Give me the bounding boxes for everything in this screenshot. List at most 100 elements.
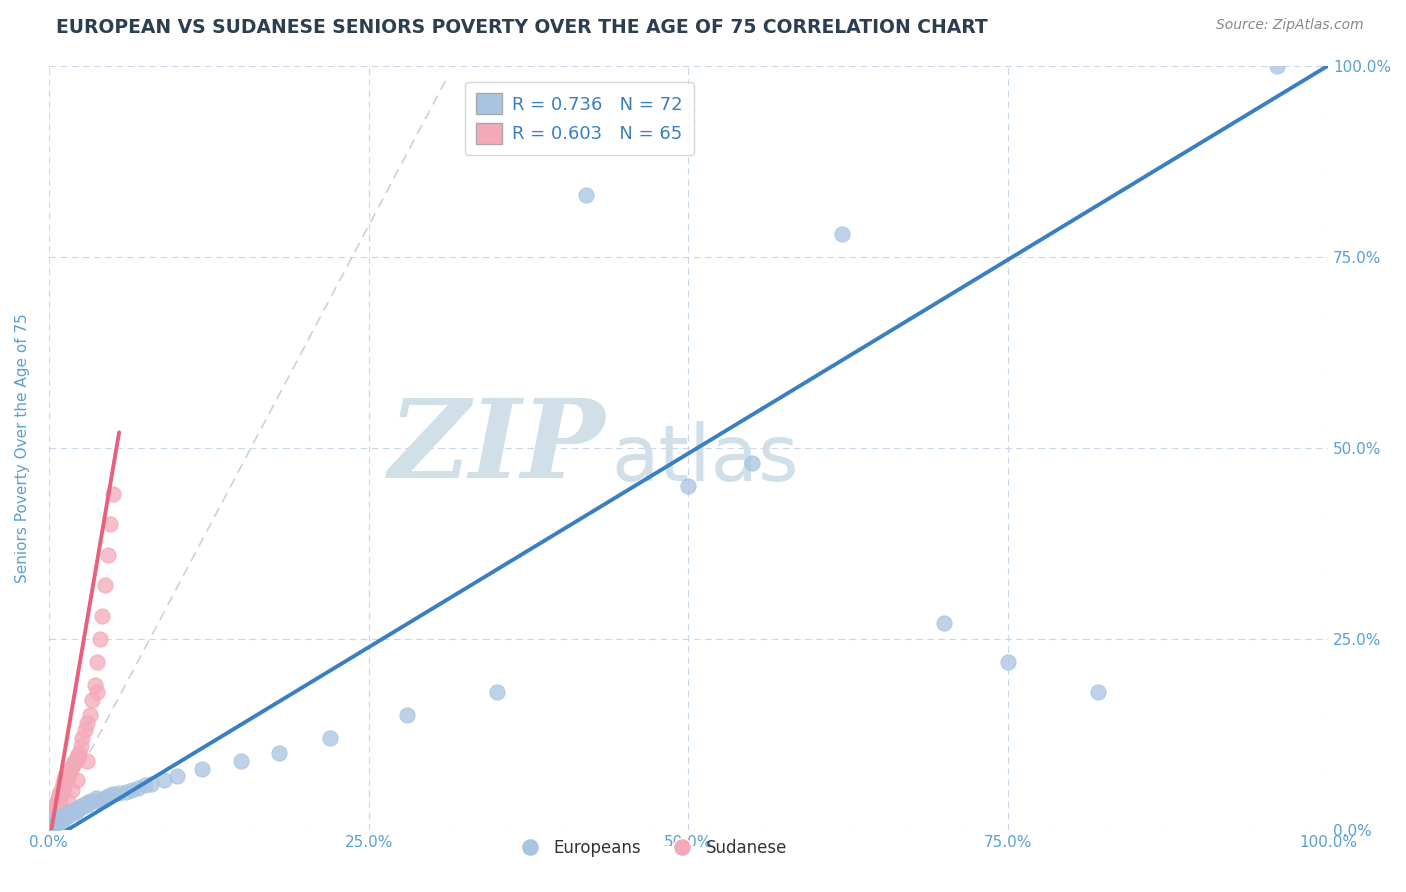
Point bbox=[53, 778, 76, 792]
Point bbox=[41, 815, 63, 830]
Point bbox=[39, 816, 62, 830]
Point bbox=[48, 805, 70, 820]
Point bbox=[48, 810, 70, 824]
Point bbox=[45, 810, 67, 824]
Point bbox=[39, 815, 62, 830]
Point bbox=[91, 608, 114, 623]
Point bbox=[96, 789, 118, 804]
Point bbox=[82, 693, 104, 707]
Point bbox=[267, 747, 290, 761]
Point bbox=[55, 810, 77, 824]
Point bbox=[166, 769, 188, 783]
Point bbox=[229, 754, 252, 768]
Point bbox=[44, 805, 66, 820]
Point bbox=[66, 804, 89, 818]
Point bbox=[49, 790, 72, 805]
Point bbox=[58, 765, 80, 780]
Point bbox=[51, 810, 73, 824]
Point bbox=[70, 731, 93, 745]
Point bbox=[41, 814, 63, 828]
Point bbox=[44, 816, 66, 830]
Point bbox=[46, 813, 69, 827]
Point bbox=[45, 796, 67, 810]
Point bbox=[76, 754, 98, 768]
Point bbox=[94, 578, 117, 592]
Point bbox=[319, 731, 342, 745]
Point bbox=[41, 818, 63, 832]
Point bbox=[127, 780, 149, 795]
Point bbox=[51, 780, 73, 795]
Point bbox=[79, 708, 101, 723]
Text: ZIP: ZIP bbox=[388, 394, 606, 501]
Point bbox=[66, 772, 89, 787]
Point bbox=[139, 777, 162, 791]
Point bbox=[67, 747, 90, 762]
Point bbox=[49, 813, 72, 827]
Point bbox=[51, 814, 73, 828]
Point bbox=[485, 685, 508, 699]
Point bbox=[60, 760, 83, 774]
Point bbox=[101, 787, 124, 801]
Point bbox=[67, 800, 90, 814]
Point bbox=[39, 819, 62, 833]
Point bbox=[678, 479, 700, 493]
Point bbox=[934, 616, 956, 631]
Point bbox=[53, 772, 76, 787]
Point bbox=[52, 808, 75, 822]
Point bbox=[55, 809, 77, 823]
Point bbox=[69, 739, 91, 753]
Point bbox=[45, 801, 67, 815]
Point bbox=[1265, 59, 1288, 73]
Point bbox=[45, 815, 67, 830]
Point bbox=[60, 783, 83, 797]
Point bbox=[72, 797, 94, 812]
Point bbox=[69, 747, 91, 761]
Point bbox=[52, 783, 75, 797]
Point bbox=[191, 762, 214, 776]
Text: EUROPEAN VS SUDANESE SENIORS POVERTY OVER THE AGE OF 75 CORRELATION CHART: EUROPEAN VS SUDANESE SENIORS POVERTY OVE… bbox=[56, 18, 988, 37]
Point bbox=[63, 756, 86, 770]
Point bbox=[46, 798, 69, 813]
Point bbox=[49, 809, 72, 823]
Point bbox=[55, 769, 77, 783]
Point bbox=[51, 786, 73, 800]
Point bbox=[56, 807, 79, 822]
Point bbox=[153, 772, 176, 787]
Point bbox=[39, 819, 62, 833]
Point bbox=[60, 804, 83, 818]
Point bbox=[46, 792, 69, 806]
Point bbox=[51, 801, 73, 815]
Point bbox=[53, 812, 76, 826]
Point bbox=[59, 805, 82, 820]
Point bbox=[997, 655, 1019, 669]
Point bbox=[58, 805, 80, 819]
Point bbox=[831, 227, 853, 241]
Point bbox=[114, 784, 136, 798]
Point bbox=[49, 784, 72, 798]
Point bbox=[39, 811, 62, 825]
Point bbox=[89, 632, 111, 646]
Point bbox=[80, 794, 103, 808]
Point bbox=[55, 806, 77, 821]
Point bbox=[42, 815, 65, 830]
Point bbox=[1087, 685, 1109, 699]
Point bbox=[56, 767, 79, 781]
Point bbox=[41, 817, 63, 831]
Point bbox=[53, 809, 76, 823]
Point bbox=[39, 816, 62, 830]
Point bbox=[97, 548, 120, 562]
Point bbox=[98, 789, 121, 803]
Point bbox=[98, 517, 121, 532]
Point bbox=[86, 655, 108, 669]
Point bbox=[70, 799, 93, 814]
Point bbox=[73, 798, 96, 813]
Point bbox=[134, 778, 156, 792]
Point bbox=[48, 789, 70, 803]
Point bbox=[41, 807, 63, 822]
Point bbox=[77, 795, 100, 809]
Point bbox=[58, 808, 80, 822]
Point bbox=[42, 804, 65, 818]
Point bbox=[83, 794, 105, 808]
Point bbox=[48, 794, 70, 808]
Point bbox=[84, 790, 107, 805]
